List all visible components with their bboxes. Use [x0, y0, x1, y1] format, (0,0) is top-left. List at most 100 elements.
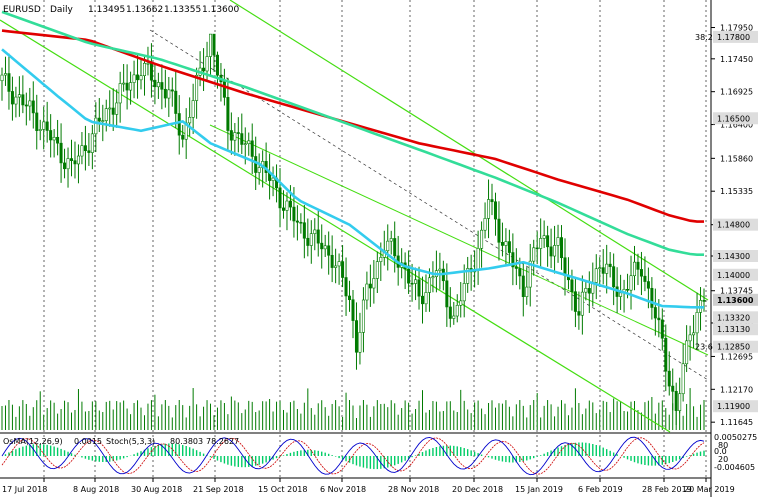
candle-body	[160, 82, 164, 90]
candle-body	[653, 307, 657, 319]
candle-body	[142, 62, 146, 76]
x-tick-label: 28 Feb 2019	[642, 485, 692, 494]
channel-line	[149, 29, 709, 381]
stoch-main: 80.3803	[170, 437, 203, 446]
level-label-bg	[713, 249, 758, 262]
candle-body	[309, 233, 313, 246]
y-tick-label: 1.13745	[720, 287, 753, 296]
candle-body	[292, 206, 296, 222]
level-labels: 1.17800 38.2 1.16500 1.14800 1.14300 1.14000 1…	[695, 30, 758, 413]
sub-tick-label: -0.004605	[714, 463, 755, 472]
candle-body	[111, 107, 115, 115]
candle-body	[327, 245, 331, 256]
y-tick-label: 1.16400	[720, 121, 753, 130]
candle-body	[671, 385, 675, 392]
level-label-bg	[713, 340, 758, 353]
candle-body	[31, 100, 35, 114]
candle-body	[678, 393, 682, 411]
candle-body	[688, 334, 692, 342]
candle-body	[601, 267, 605, 274]
candle-body	[302, 222, 306, 239]
candle-body	[59, 142, 63, 164]
candle-body	[3, 73, 7, 76]
candle-body	[674, 391, 678, 411]
candle-body	[354, 320, 358, 353]
candle-body	[407, 268, 411, 284]
candle-body	[410, 282, 414, 285]
candle-body	[546, 235, 550, 248]
candle-body	[351, 299, 355, 321]
header-open: 1.13495	[88, 5, 125, 15]
level-label: 1.11900	[717, 402, 750, 411]
candle-body	[358, 332, 362, 353]
candle-body	[518, 268, 522, 277]
level-label: 1.12850	[717, 343, 750, 352]
oscillator-subwindow: 0.0050275 0.0 -0.004605 80 20	[1, 433, 757, 476]
candle-body	[681, 363, 685, 395]
candle-body	[462, 283, 466, 302]
candle-body	[483, 218, 487, 231]
candle-body	[476, 248, 480, 271]
candle-body	[35, 112, 39, 131]
level-label: 1.14000	[717, 271, 750, 280]
candle-body	[63, 162, 67, 170]
candle-body	[129, 82, 133, 91]
osma-label: OsMA(12,26,9)	[3, 437, 63, 446]
candle-body	[153, 79, 157, 88]
channel-line	[209, 124, 709, 356]
candle-body	[556, 237, 560, 246]
candle-body	[685, 340, 689, 365]
header-high: 1.13662	[126, 5, 163, 15]
candle-body	[629, 275, 633, 291]
candle-body	[424, 292, 428, 305]
candle-body	[73, 160, 77, 165]
candle-body	[70, 158, 74, 161]
candle-body	[702, 300, 706, 302]
header-close: 1.13600	[202, 5, 239, 15]
level-label-bg	[713, 268, 758, 281]
candle-body	[445, 280, 449, 308]
candle-body	[507, 241, 511, 253]
candle-body	[288, 200, 292, 208]
candle-body	[45, 121, 49, 131]
sub-tick-label: 0.0	[714, 447, 727, 456]
candle-body	[80, 145, 84, 157]
candle-body	[608, 263, 612, 267]
candle-body	[487, 199, 491, 219]
candle-body	[125, 82, 129, 91]
candle-body	[188, 117, 192, 124]
candle-body	[295, 220, 299, 223]
candle-body	[448, 306, 452, 319]
candle-body	[21, 94, 25, 106]
candle-body	[101, 120, 105, 122]
candle-body	[511, 252, 515, 268]
level-label-bg	[713, 293, 758, 306]
candle-body	[504, 241, 508, 246]
candle-body	[215, 54, 219, 76]
candle-body	[580, 291, 584, 316]
candle-body	[66, 158, 70, 170]
y-tick-label: 1.15860	[720, 154, 753, 163]
candle-body	[209, 33, 213, 57]
candle-body	[657, 317, 661, 321]
candle-body	[177, 113, 181, 136]
candle-body	[271, 177, 275, 181]
time-axis-labels: 17 Jul 2018 8 Aug 2018 30 Aug 2018 21 Sep 2…	[2, 478, 735, 494]
candle-body	[570, 279, 574, 292]
candle-body	[553, 245, 557, 257]
candle-body	[156, 82, 160, 88]
channel-line	[229, 0, 709, 301]
candle-body	[202, 67, 206, 72]
candle-body	[42, 121, 46, 130]
candle-body	[254, 156, 258, 173]
candle-body	[49, 130, 53, 141]
candle-body	[344, 277, 348, 297]
candle-body	[500, 241, 504, 246]
level-label: 1.13320	[717, 313, 750, 322]
candle-body	[632, 261, 636, 277]
candle-body	[281, 207, 285, 211]
level-label-bg	[713, 30, 758, 43]
candle-body	[257, 167, 261, 173]
osma-value: 0.0015	[74, 437, 102, 446]
candle-body	[205, 56, 209, 72]
